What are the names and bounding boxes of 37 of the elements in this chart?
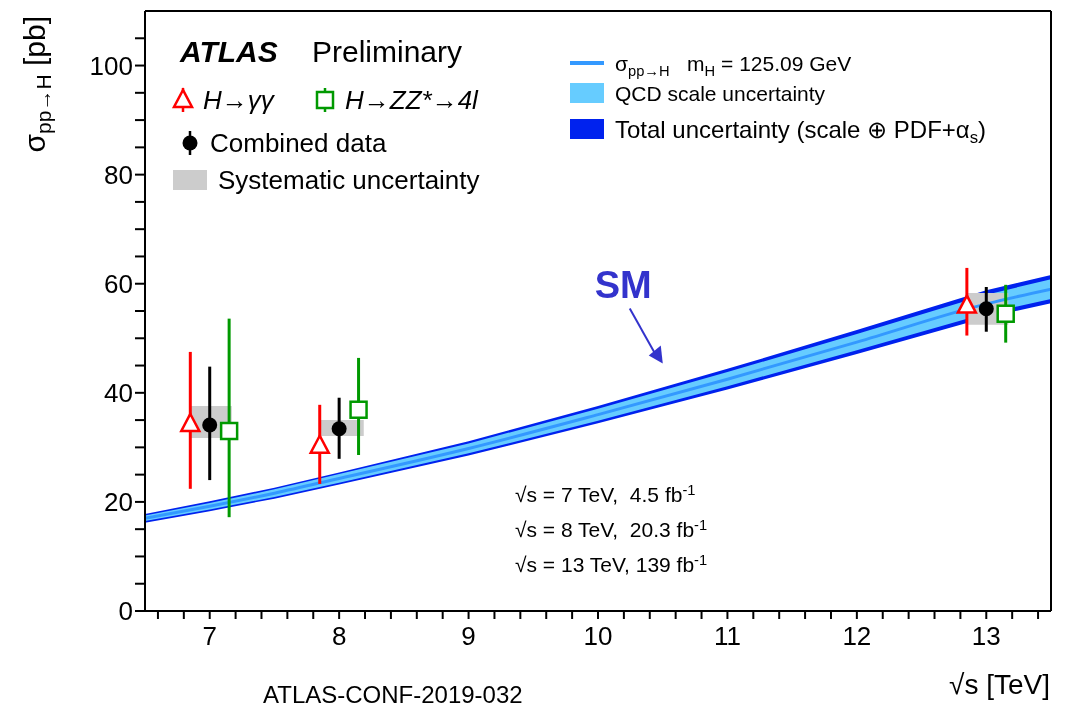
legend-label: Total uncertainty (scale ⊕ PDF+α$_{s}$) [615, 115, 987, 147]
point [309, 434, 330, 454]
point [349, 400, 368, 419]
y-tick-label: 40 [104, 378, 133, 409]
legend-label: H→ZZ*→4l [345, 85, 480, 116]
x-tick-label: 7 [202, 621, 217, 652]
point [180, 412, 201, 433]
annotation: √s = 8 TeV, 20.3 fb$^{-1}$ [515, 517, 708, 541]
annotation: √s = 13 TeV, 139 fb$^{-1}$ [515, 552, 708, 576]
annotation: ATLAS [179, 35, 278, 68]
y-tick-label: 0 [118, 596, 133, 627]
x-tick-label: 11 [713, 621, 741, 652]
legend-label: H→γγ [203, 85, 276, 116]
point [956, 294, 978, 314]
point [219, 421, 239, 441]
legend-label: Systematic uncertainty [218, 165, 480, 196]
y-tick-label: 100 [89, 50, 133, 81]
annotation: Preliminary [312, 35, 463, 68]
annotation: √s = 7 TeV, 4.5 fb$^{-1}$ [515, 482, 696, 506]
point [202, 417, 218, 433]
x-tick-label: 13 [971, 621, 1001, 652]
x-axis-title: √s [TeV] [949, 669, 1050, 700]
x-tick-label: 10 [583, 621, 613, 652]
x-tick-label: 8 [331, 621, 347, 652]
legend-label: QCD scale uncertainty [615, 81, 826, 105]
x-tick-label: 9 [461, 621, 476, 652]
y-tick-label: 60 [104, 268, 133, 299]
legend-label: σ$_{pp→H}$ m$_{H}$ = 125.09 GeV [615, 51, 852, 79]
y-tick-label: 20 [104, 487, 133, 518]
text: ATLAS-CONF-2019-032 [263, 681, 523, 708]
point [331, 421, 347, 437]
legend-label: Combined data [210, 128, 387, 159]
point [978, 301, 994, 317]
annotation: SM [594, 264, 652, 307]
y-tick-label: 80 [104, 159, 133, 190]
point [996, 304, 1015, 323]
x-tick-label: 12 [842, 621, 872, 652]
